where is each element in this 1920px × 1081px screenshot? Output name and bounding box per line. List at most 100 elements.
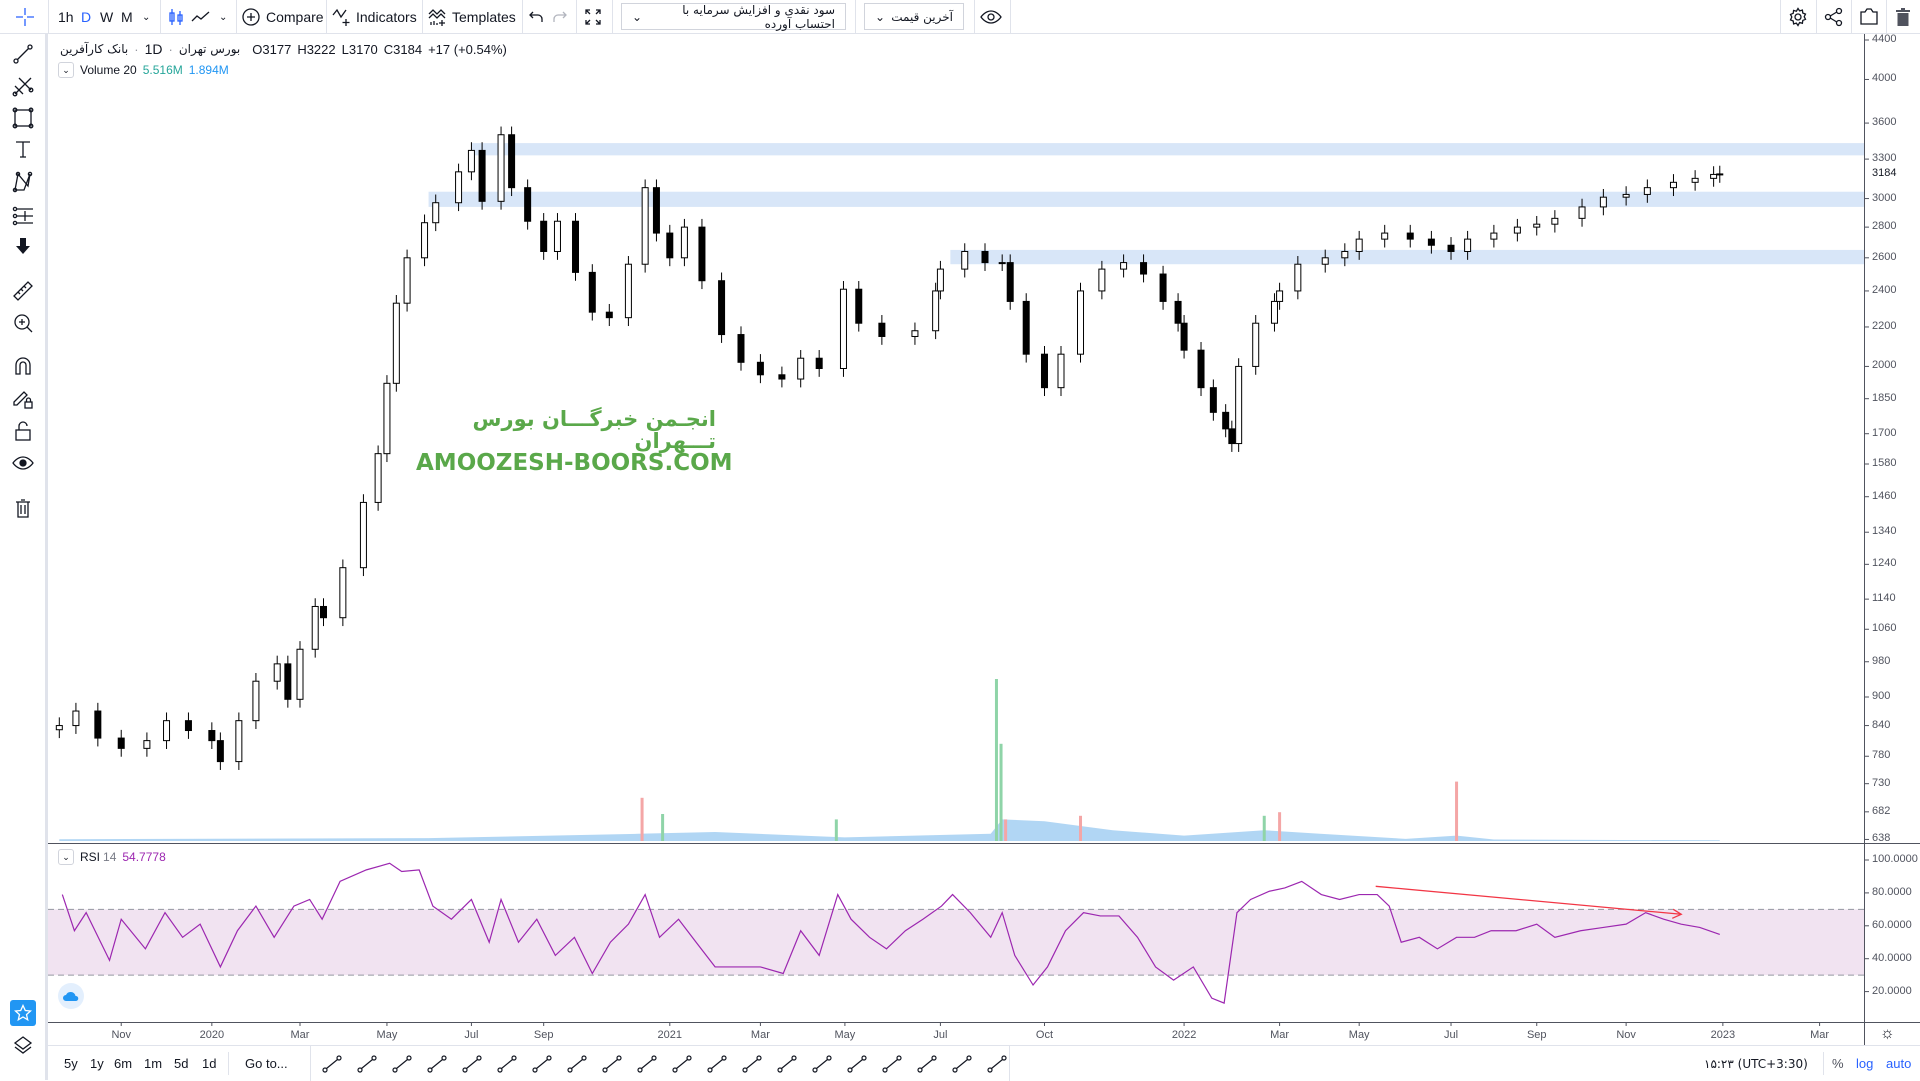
range-5d[interactable]: 5d bbox=[174, 1056, 189, 1071]
interval-D[interactable]: D bbox=[81, 9, 92, 25]
collapse-chevron-icon[interactable]: ⌄ bbox=[58, 849, 74, 865]
percent-scale-toggle[interactable]: % bbox=[1832, 1056, 1844, 1071]
volume-legend: ⌄ Volume 20 5.516M 1.894M bbox=[58, 62, 229, 78]
candle-body bbox=[296, 648, 304, 700]
symbol-name[interactable]: بانک کارآفرین bbox=[60, 42, 129, 56]
interval-M[interactable]: M bbox=[121, 9, 133, 25]
layers-icon[interactable] bbox=[10, 1032, 36, 1058]
zoom-in-icon[interactable] bbox=[10, 310, 36, 336]
horizontal-ray-icon[interactable] bbox=[319, 1052, 345, 1076]
trend-line-icon[interactable] bbox=[10, 41, 36, 67]
rsi-value: 54.7778 bbox=[122, 850, 166, 864]
rsi-legend: ⌄ RSI 14 54.7778 bbox=[58, 849, 166, 865]
rectangle-icon[interactable] bbox=[10, 105, 36, 131]
range-1d[interactable]: 1d bbox=[202, 1056, 217, 1071]
collapse-chevron-icon[interactable]: ⌄ bbox=[58, 62, 74, 78]
time-axis-settings-icon[interactable]: ☼ bbox=[1880, 1025, 1895, 1042]
camera-icon[interactable] bbox=[1859, 0, 1879, 34]
time-tick-label: Jul bbox=[464, 1029, 479, 1041]
ray-icon[interactable] bbox=[669, 1052, 695, 1076]
compare-button[interactable]: Compare bbox=[242, 0, 324, 34]
abcd-pattern-icon[interactable] bbox=[739, 1052, 765, 1076]
interval-chevron-down-icon[interactable]: ⌄ bbox=[142, 11, 151, 23]
price-tick-label: 2000 bbox=[1872, 359, 1897, 372]
crosshair-icon[interactable] bbox=[14, 0, 36, 34]
parallel-channel-icon[interactable] bbox=[389, 1052, 415, 1076]
xabcd-icon[interactable] bbox=[914, 1052, 940, 1076]
templates-button[interactable]: Templates bbox=[428, 0, 516, 34]
price-type-dropdown[interactable]: آخرین قیمت ⌄ bbox=[864, 3, 964, 30]
time-tick-label: 2021 bbox=[657, 1029, 683, 1041]
xabcd-pattern-icon[interactable] bbox=[10, 169, 36, 195]
eye-icon[interactable] bbox=[10, 450, 36, 476]
fullscreen-icon[interactable] bbox=[584, 0, 602, 34]
arrow-down-icon[interactable] bbox=[10, 233, 36, 259]
range-1y[interactable]: 1y bbox=[90, 1056, 104, 1071]
compare-label: Compare bbox=[266, 9, 324, 25]
log-scale-toggle[interactable]: log bbox=[1856, 1056, 1874, 1071]
horizontal-line-icon[interactable] bbox=[529, 1052, 555, 1076]
cross-line-icon[interactable] bbox=[564, 1052, 590, 1076]
interval-W[interactable]: W bbox=[100, 9, 114, 25]
abcd-alt-pattern-icon[interactable] bbox=[774, 1052, 800, 1076]
lock-drawing-icon[interactable] bbox=[10, 386, 36, 412]
fib-timezone-icon[interactable] bbox=[984, 1052, 1010, 1076]
indicators-button[interactable]: Indicators bbox=[332, 0, 417, 34]
rsi-period: 14 bbox=[103, 850, 117, 864]
candle-body bbox=[72, 710, 80, 727]
undo-icon[interactable] bbox=[528, 0, 544, 34]
brush-icon[interactable] bbox=[879, 1052, 905, 1076]
magnet-icon[interactable] bbox=[10, 353, 36, 379]
arrow-line-icon[interactable] bbox=[634, 1052, 660, 1076]
ruler-icon[interactable] bbox=[10, 278, 36, 304]
callout-icon[interactable] bbox=[494, 1052, 520, 1076]
range-5y[interactable]: 5y bbox=[64, 1056, 78, 1071]
trend-line-icon[interactable] bbox=[424, 1052, 450, 1076]
price-zone bbox=[428, 191, 1865, 207]
candle-body bbox=[1098, 268, 1106, 292]
candle-body bbox=[778, 374, 786, 380]
candle-body bbox=[1710, 173, 1718, 179]
date-range-icon[interactable] bbox=[949, 1052, 975, 1076]
clock-timezone[interactable]: ۱۵:۲۳ (UTC+3:30) bbox=[1704, 1056, 1808, 1071]
price-range-icon[interactable] bbox=[844, 1052, 870, 1076]
pane-separator[interactable] bbox=[48, 843, 1920, 844]
price-tick-label: 4000 bbox=[1872, 72, 1897, 85]
candle-body bbox=[737, 334, 745, 363]
trash-icon[interactable] bbox=[1896, 0, 1910, 34]
candle-body bbox=[392, 302, 400, 384]
goto-button[interactable]: Go to... bbox=[245, 1056, 288, 1071]
pitchfork-icon[interactable] bbox=[10, 73, 36, 99]
range-1m[interactable]: 1m bbox=[144, 1056, 163, 1071]
auto-scale-toggle[interactable]: auto bbox=[1886, 1056, 1912, 1071]
trash-icon[interactable] bbox=[10, 495, 36, 521]
redo-icon[interactable] bbox=[552, 0, 568, 34]
candle-body bbox=[163, 720, 171, 742]
rsi-tick-label: 60.0000 bbox=[1872, 918, 1912, 931]
rectangle-icon[interactable] bbox=[459, 1052, 485, 1076]
candle-body bbox=[839, 288, 847, 369]
range-6m[interactable]: 6m bbox=[114, 1056, 133, 1071]
adjustment-dropdown[interactable]: سود نقدی و افزایش سرمایه با احتساب آورده… bbox=[621, 3, 846, 31]
gear-icon[interactable] bbox=[1788, 0, 1808, 34]
watermark-url: AMOOZESH-BOORS.COM bbox=[416, 450, 733, 476]
interval-1h[interactable]: 1h bbox=[58, 9, 74, 25]
eye-icon[interactable] bbox=[980, 0, 1002, 34]
elliott-wave-icon[interactable] bbox=[809, 1052, 835, 1076]
candle-body bbox=[961, 250, 969, 270]
text-note-icon[interactable] bbox=[354, 1052, 380, 1076]
share-icon[interactable] bbox=[1824, 0, 1844, 34]
text-icon[interactable] bbox=[10, 136, 36, 162]
info-line-icon[interactable] bbox=[599, 1052, 625, 1076]
alerts-cloud-icon[interactable] bbox=[58, 983, 84, 1009]
unlock-icon[interactable] bbox=[10, 418, 36, 444]
fib-retracement-icon[interactable] bbox=[10, 203, 36, 229]
ohlc-low: L3170 bbox=[341, 41, 378, 57]
chart-type-chevron-down-icon[interactable]: ⌄ bbox=[219, 11, 228, 23]
candles-icon[interactable] bbox=[168, 0, 184, 34]
price-tick-label: 840 bbox=[1872, 718, 1891, 731]
line-chart-icon[interactable] bbox=[191, 0, 211, 34]
watchlist-star-icon[interactable] bbox=[10, 1000, 36, 1026]
long-position-icon[interactable] bbox=[704, 1052, 730, 1076]
